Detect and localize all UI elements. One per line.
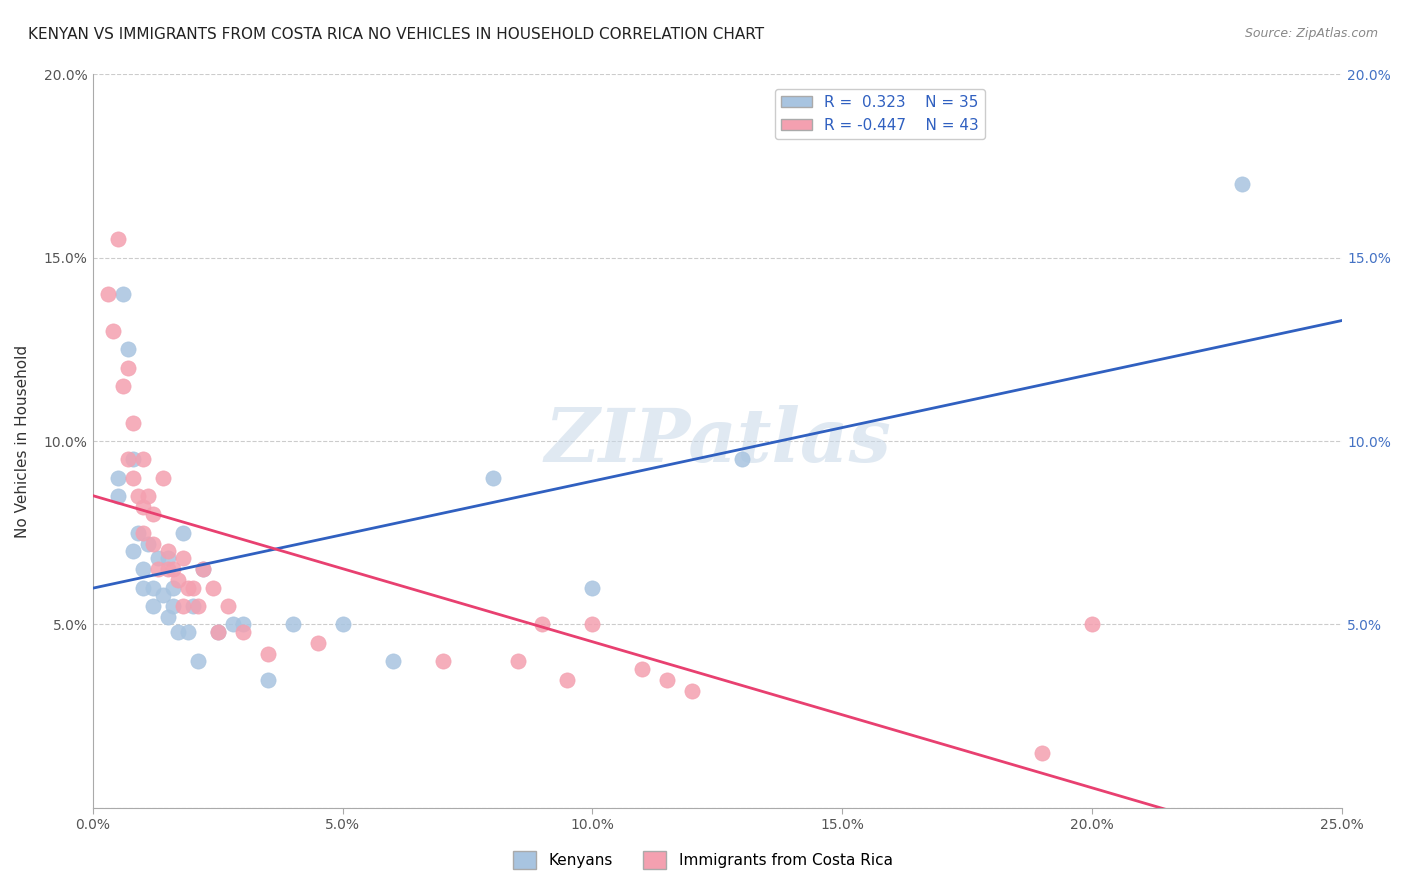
Point xyxy=(481,471,503,485)
Point xyxy=(681,683,703,698)
Point xyxy=(191,562,214,576)
Point xyxy=(152,588,174,602)
Point xyxy=(581,581,603,595)
Point xyxy=(107,232,129,246)
Point xyxy=(142,599,165,614)
Point xyxy=(121,544,143,558)
Point xyxy=(172,525,194,540)
Point xyxy=(731,452,754,467)
Point xyxy=(207,624,229,639)
Point xyxy=(117,360,139,375)
Point xyxy=(131,562,153,576)
Point xyxy=(631,661,654,675)
Point xyxy=(131,500,153,514)
Point xyxy=(506,654,529,668)
Point xyxy=(117,343,139,357)
Point xyxy=(131,581,153,595)
Point xyxy=(332,617,354,632)
Point xyxy=(166,624,188,639)
Point xyxy=(531,617,554,632)
Y-axis label: No Vehicles in Household: No Vehicles in Household xyxy=(15,344,30,538)
Point xyxy=(127,525,149,540)
Point xyxy=(152,471,174,485)
Point xyxy=(281,617,304,632)
Point xyxy=(176,581,198,595)
Point xyxy=(146,551,169,566)
Point xyxy=(307,636,329,650)
Point xyxy=(101,324,124,338)
Point xyxy=(1081,617,1104,632)
Point xyxy=(166,574,188,588)
Text: ZIPatlas: ZIPatlas xyxy=(544,405,891,477)
Point xyxy=(176,624,198,639)
Point xyxy=(172,599,194,614)
Point xyxy=(156,551,179,566)
Point xyxy=(381,654,404,668)
Point xyxy=(232,624,254,639)
Point xyxy=(432,654,454,668)
Point xyxy=(187,654,209,668)
Point xyxy=(136,489,159,503)
Point xyxy=(217,599,239,614)
Point xyxy=(142,581,165,595)
Point xyxy=(557,673,579,687)
Legend: R =  0.323    N = 35, R = -0.447    N = 43: R = 0.323 N = 35, R = -0.447 N = 43 xyxy=(775,89,984,139)
Point xyxy=(142,508,165,522)
Point xyxy=(181,599,204,614)
Point xyxy=(256,673,278,687)
Point xyxy=(657,673,679,687)
Point xyxy=(117,452,139,467)
Text: Source: ZipAtlas.com: Source: ZipAtlas.com xyxy=(1244,27,1378,40)
Point xyxy=(232,617,254,632)
Point xyxy=(146,562,169,576)
Point xyxy=(111,287,134,301)
Point xyxy=(1031,746,1053,760)
Point xyxy=(156,610,179,624)
Point xyxy=(181,581,204,595)
Point xyxy=(256,647,278,661)
Point xyxy=(107,471,129,485)
Point xyxy=(131,525,153,540)
Point xyxy=(162,562,184,576)
Point xyxy=(136,537,159,551)
Point xyxy=(127,489,149,503)
Point xyxy=(191,562,214,576)
Point xyxy=(187,599,209,614)
Point xyxy=(121,416,143,430)
Point xyxy=(162,581,184,595)
Point xyxy=(1232,177,1254,191)
Point xyxy=(581,617,603,632)
Point xyxy=(162,599,184,614)
Point xyxy=(131,452,153,467)
Point xyxy=(156,544,179,558)
Point xyxy=(142,537,165,551)
Point xyxy=(97,287,120,301)
Point xyxy=(107,489,129,503)
Point xyxy=(121,452,143,467)
Point xyxy=(221,617,243,632)
Point xyxy=(111,379,134,393)
Point xyxy=(156,562,179,576)
Point xyxy=(207,624,229,639)
Point xyxy=(172,551,194,566)
Point xyxy=(201,581,224,595)
Point xyxy=(121,471,143,485)
Text: KENYAN VS IMMIGRANTS FROM COSTA RICA NO VEHICLES IN HOUSEHOLD CORRELATION CHART: KENYAN VS IMMIGRANTS FROM COSTA RICA NO … xyxy=(28,27,765,42)
Legend: Kenyans, Immigrants from Costa Rica: Kenyans, Immigrants from Costa Rica xyxy=(508,845,898,875)
